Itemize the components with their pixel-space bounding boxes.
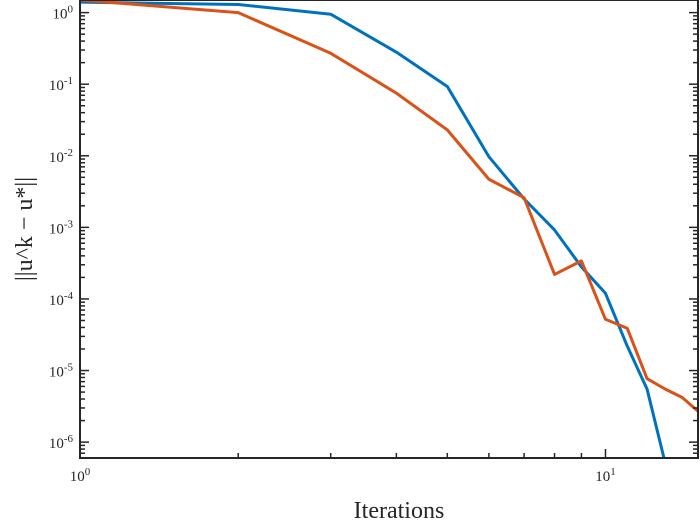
series-line-2 [80,0,698,413]
y-tick-label: 10-2 [49,147,73,166]
plot-area-border [79,0,699,459]
series-layer [80,0,698,458]
y-tick-label: 100 [53,4,74,23]
y-tick-label: 10-4 [49,290,74,309]
y-tick-label: 10-1 [49,75,73,94]
y-tick-label: 10-6 [49,433,74,452]
y-axis-label: ||u^k − u*|| [12,177,38,281]
x-tick-label: 100 [70,466,91,485]
tick-layer: 100 10-1 10-2 10-3 10-4 10-5 10-6 100 101 [49,4,698,485]
y-tick-label: 10-5 [49,362,74,381]
x-axis-label: Iterations [354,498,445,524]
x-tick-label: 101 [595,466,616,485]
series-line-1 [80,0,666,458]
y-tick-label: 10-3 [49,218,74,237]
